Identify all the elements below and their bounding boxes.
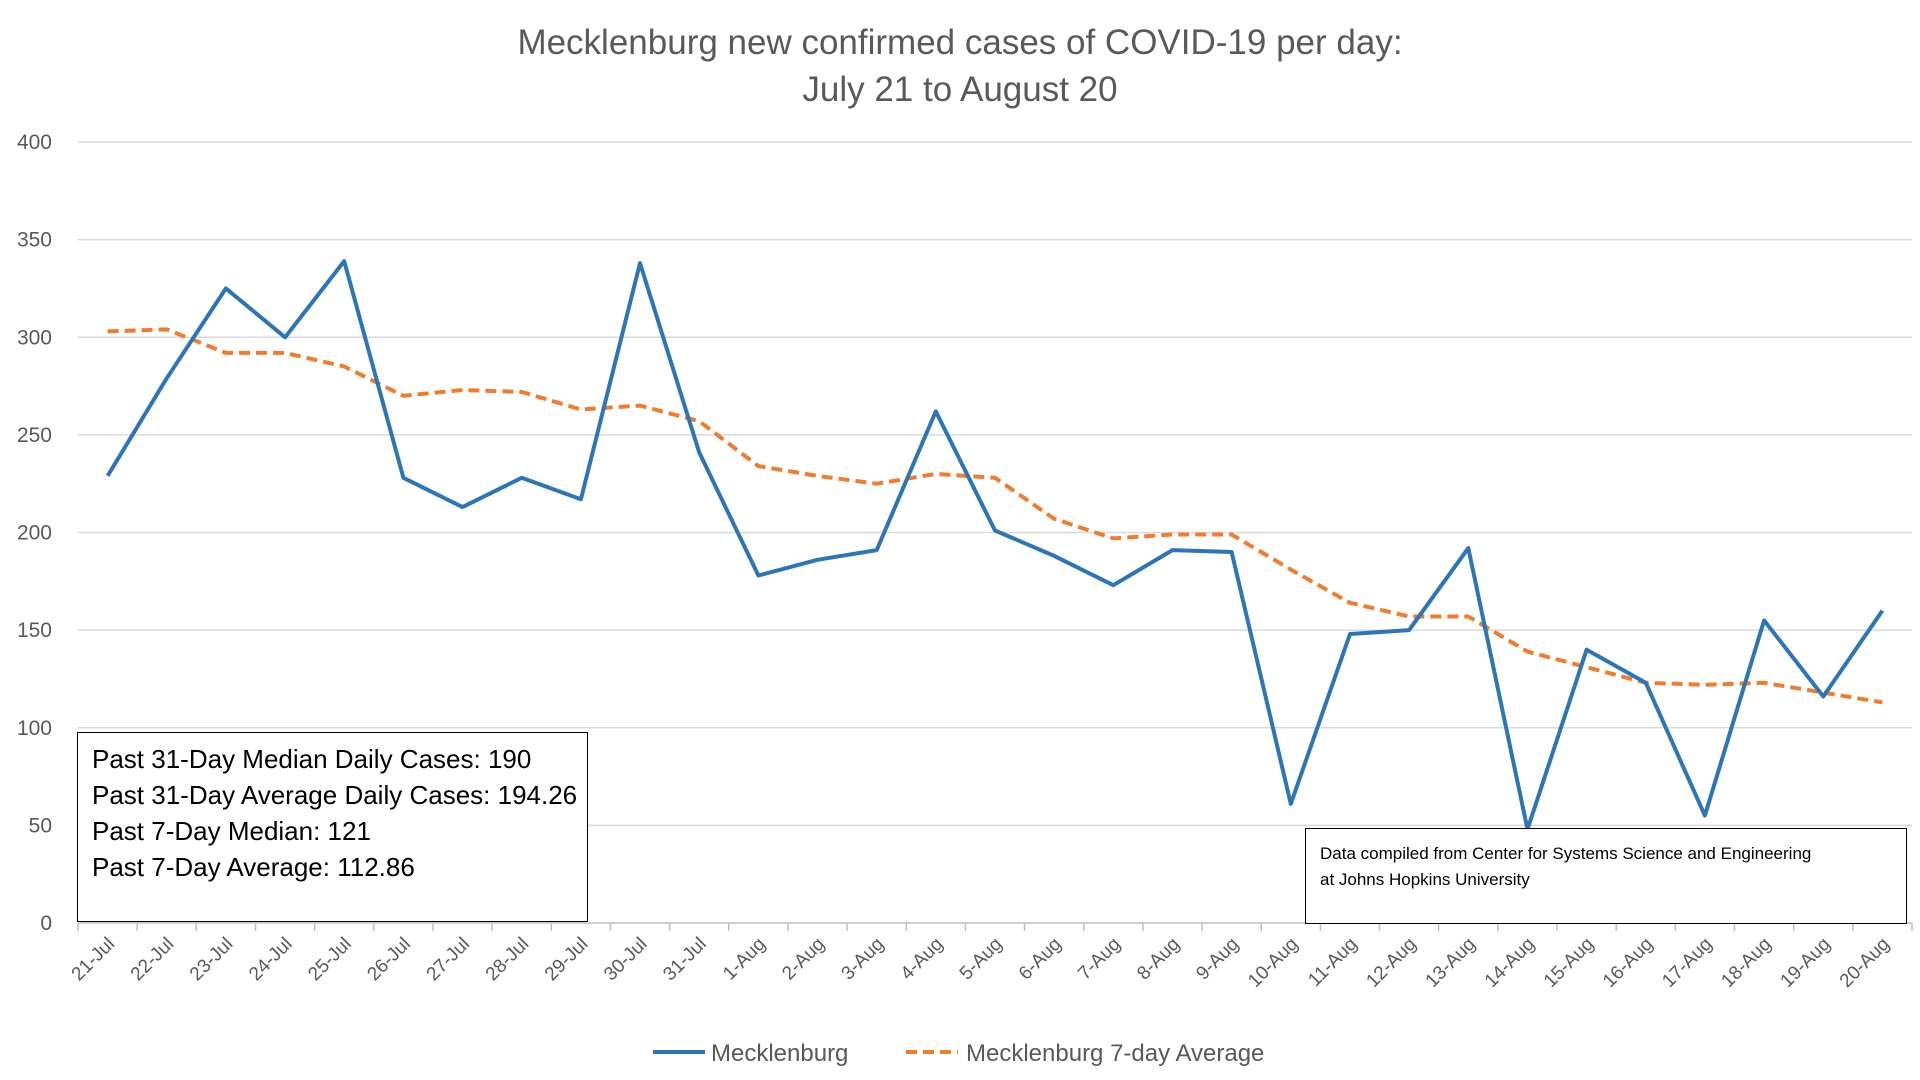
x-axis: 21-Jul 22-Jul 23-Jul 24-Jul 25-Jul 26-Jul 27-J… — [68, 923, 1913, 992]
x-tick-label: 12-Aug — [1362, 934, 1420, 992]
x-tick-label: 10-Aug — [1244, 934, 1302, 992]
x-tick-label: 15-Aug — [1540, 934, 1598, 992]
x-tick-label: 6-Aug — [1015, 934, 1066, 985]
legend-label-mecklenburg: Mecklenburg — [711, 1040, 848, 1067]
x-tick-label: 20-Aug — [1836, 934, 1894, 992]
x-tick-label: 31-Jul — [659, 934, 710, 985]
y-tick-label: 250 — [17, 424, 52, 447]
source-line-1: Data compiled from Center for Systems Sc… — [1320, 844, 1812, 863]
data-source-note: Data compiled from Center for Systems Sc… — [1305, 828, 1907, 924]
x-tick-label: 21-Jul — [68, 934, 119, 985]
legend: Mecklenburg Mecklenburg 7-day Average — [653, 1040, 1264, 1067]
x-tick-label: 3-Aug — [838, 934, 889, 985]
x-tick-label: 7-Aug — [1074, 934, 1125, 985]
y-tick-label: 350 — [17, 229, 52, 252]
gridlines — [78, 141, 1912, 924]
x-tick-label: 29-Jul — [541, 934, 592, 985]
y-tick-label: 50 — [29, 814, 52, 837]
x-tick-label: 2-Aug — [778, 934, 829, 985]
y-tick-label: 100 — [17, 717, 52, 740]
x-tick-label: 24-Jul — [245, 934, 296, 985]
y-axis: 0 50 100 150 200 250 300 350 400 — [17, 131, 52, 935]
chart-title: Mecklenburg new confirmed cases of COVID… — [517, 23, 1402, 62]
x-tick-label: 23-Jul — [186, 934, 237, 985]
legend-label-7-day-average: Mecklenburg 7-day Average — [966, 1040, 1264, 1067]
x-tick-label: 14-Aug — [1481, 934, 1539, 992]
x-tick-label: 25-Jul — [304, 934, 355, 985]
source-line-2: at Johns Hopkins University — [1320, 870, 1530, 889]
y-tick-label: 400 — [17, 131, 52, 154]
series-line-1 — [107, 327, 1883, 705]
stats-average-7: Past 7-Day Average: 112.86 — [92, 852, 415, 882]
x-tick-label: 1-Aug — [719, 934, 770, 985]
series-lines — [105, 259, 1885, 832]
x-tick-label: 19-Aug — [1777, 934, 1835, 992]
summary-stats-box: Past 31-Day Median Daily Cases: 190 Past… — [77, 732, 588, 922]
x-tick-label: 30-Jul — [600, 934, 651, 985]
x-tick-label: 11-Aug — [1304, 934, 1361, 991]
x-tick-label: 16-Aug — [1599, 934, 1657, 992]
y-tick-label: 0 — [40, 912, 52, 935]
x-tick-label: 28-Jul — [482, 934, 533, 985]
x-tick-label: 4-Aug — [897, 934, 948, 985]
x-tick-label: 26-Jul — [363, 934, 414, 985]
x-tick-label: 18-Aug — [1717, 934, 1775, 992]
y-tick-label: 300 — [17, 326, 52, 349]
x-tick-label: 22-Jul — [127, 934, 178, 985]
series-line-0 — [105, 259, 1885, 832]
chart-subtitle: July 21 to August 20 — [802, 70, 1117, 109]
stats-median-31: Past 31-Day Median Daily Cases: 190 — [92, 744, 532, 774]
x-tick-label: 9-Aug — [1192, 934, 1243, 985]
x-tick-label: 17-Aug — [1658, 934, 1716, 992]
stats-average-31: Past 31-Day Average Daily Cases: 194.26 — [92, 780, 578, 810]
x-tick-label: 5-Aug — [956, 934, 1007, 985]
y-tick-label: 200 — [17, 522, 52, 545]
y-tick-label: 150 — [17, 619, 52, 642]
x-tick-label: 27-Jul — [423, 934, 474, 985]
x-tick-label: 8-Aug — [1133, 934, 1184, 985]
stats-median-7: Past 7-Day Median: 121 — [92, 816, 371, 846]
x-tick-label: 13-Aug — [1422, 934, 1480, 992]
